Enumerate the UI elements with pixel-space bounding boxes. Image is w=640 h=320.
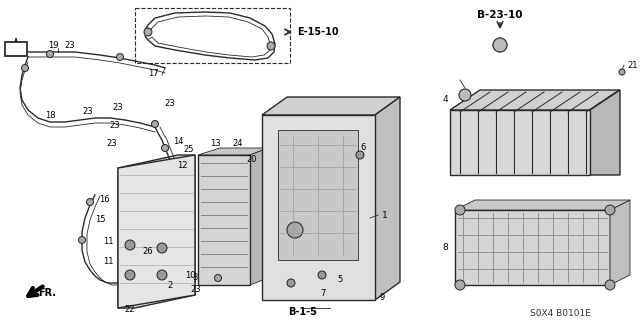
- Circle shape: [356, 151, 364, 159]
- Text: B-1-5: B-1-5: [289, 307, 317, 317]
- Circle shape: [605, 205, 615, 215]
- Text: 13: 13: [210, 139, 220, 148]
- FancyBboxPatch shape: [5, 42, 27, 56]
- Polygon shape: [450, 90, 620, 110]
- Text: 26: 26: [143, 247, 154, 257]
- Text: 23: 23: [109, 121, 120, 130]
- Circle shape: [157, 243, 167, 253]
- Text: E-8: E-8: [7, 44, 25, 54]
- Circle shape: [493, 38, 507, 52]
- Circle shape: [116, 53, 124, 60]
- Circle shape: [459, 89, 471, 101]
- Bar: [450, 110, 590, 175]
- Bar: [455, 210, 610, 285]
- Text: 6: 6: [360, 143, 365, 153]
- Circle shape: [157, 270, 167, 280]
- Text: 8: 8: [442, 244, 448, 252]
- Circle shape: [287, 222, 303, 238]
- Text: B-23-10: B-23-10: [477, 10, 523, 20]
- Text: FR.: FR.: [38, 288, 56, 298]
- Circle shape: [214, 275, 221, 282]
- Text: 21: 21: [627, 60, 637, 69]
- Circle shape: [318, 271, 326, 279]
- Text: 5: 5: [337, 276, 342, 284]
- Text: S0X4 B0101E: S0X4 B0101E: [529, 308, 591, 317]
- Circle shape: [152, 121, 159, 127]
- Circle shape: [267, 42, 275, 50]
- Circle shape: [605, 280, 615, 290]
- Circle shape: [47, 51, 54, 58]
- Text: 2: 2: [168, 282, 173, 291]
- Text: 10: 10: [186, 271, 196, 281]
- Text: 16: 16: [99, 196, 109, 204]
- Polygon shape: [198, 148, 268, 155]
- Text: 20: 20: [247, 156, 257, 164]
- Circle shape: [287, 279, 295, 287]
- Text: 12: 12: [177, 161, 188, 170]
- Polygon shape: [262, 97, 400, 115]
- Circle shape: [144, 28, 152, 36]
- Polygon shape: [118, 155, 195, 308]
- Bar: [198, 155, 250, 285]
- Polygon shape: [250, 148, 268, 285]
- Text: 25: 25: [183, 146, 193, 155]
- Bar: [262, 115, 375, 300]
- Text: 23: 23: [65, 42, 76, 51]
- Circle shape: [455, 280, 465, 290]
- Text: 23: 23: [164, 99, 175, 108]
- Polygon shape: [118, 155, 195, 308]
- Text: 4: 4: [442, 95, 448, 105]
- Polygon shape: [610, 200, 630, 285]
- Circle shape: [22, 65, 29, 71]
- Circle shape: [161, 145, 168, 151]
- Text: 23: 23: [191, 285, 202, 294]
- Text: 14: 14: [173, 138, 184, 147]
- Text: 22: 22: [125, 306, 135, 315]
- Text: 3: 3: [192, 274, 198, 283]
- Circle shape: [86, 198, 93, 205]
- Text: 1: 1: [382, 211, 388, 220]
- Text: 11: 11: [103, 258, 113, 267]
- Bar: [278, 130, 358, 260]
- Circle shape: [125, 240, 135, 250]
- Text: 11: 11: [103, 237, 113, 246]
- Text: 23: 23: [113, 103, 124, 113]
- Polygon shape: [375, 97, 400, 300]
- Circle shape: [125, 270, 135, 280]
- Text: 24: 24: [233, 139, 243, 148]
- Bar: [135, 8, 290, 63]
- Text: 9: 9: [380, 293, 385, 302]
- Text: 23: 23: [107, 139, 117, 148]
- Polygon shape: [455, 200, 630, 210]
- Text: 15: 15: [95, 215, 105, 225]
- Text: 17: 17: [148, 68, 158, 77]
- Circle shape: [455, 205, 465, 215]
- Circle shape: [79, 236, 86, 244]
- Text: 7: 7: [320, 289, 326, 298]
- Text: 19: 19: [48, 42, 58, 51]
- Polygon shape: [590, 90, 620, 175]
- Circle shape: [619, 69, 625, 75]
- Text: E-15-10: E-15-10: [297, 27, 339, 37]
- Text: 18: 18: [45, 111, 55, 121]
- Text: 23: 23: [83, 108, 93, 116]
